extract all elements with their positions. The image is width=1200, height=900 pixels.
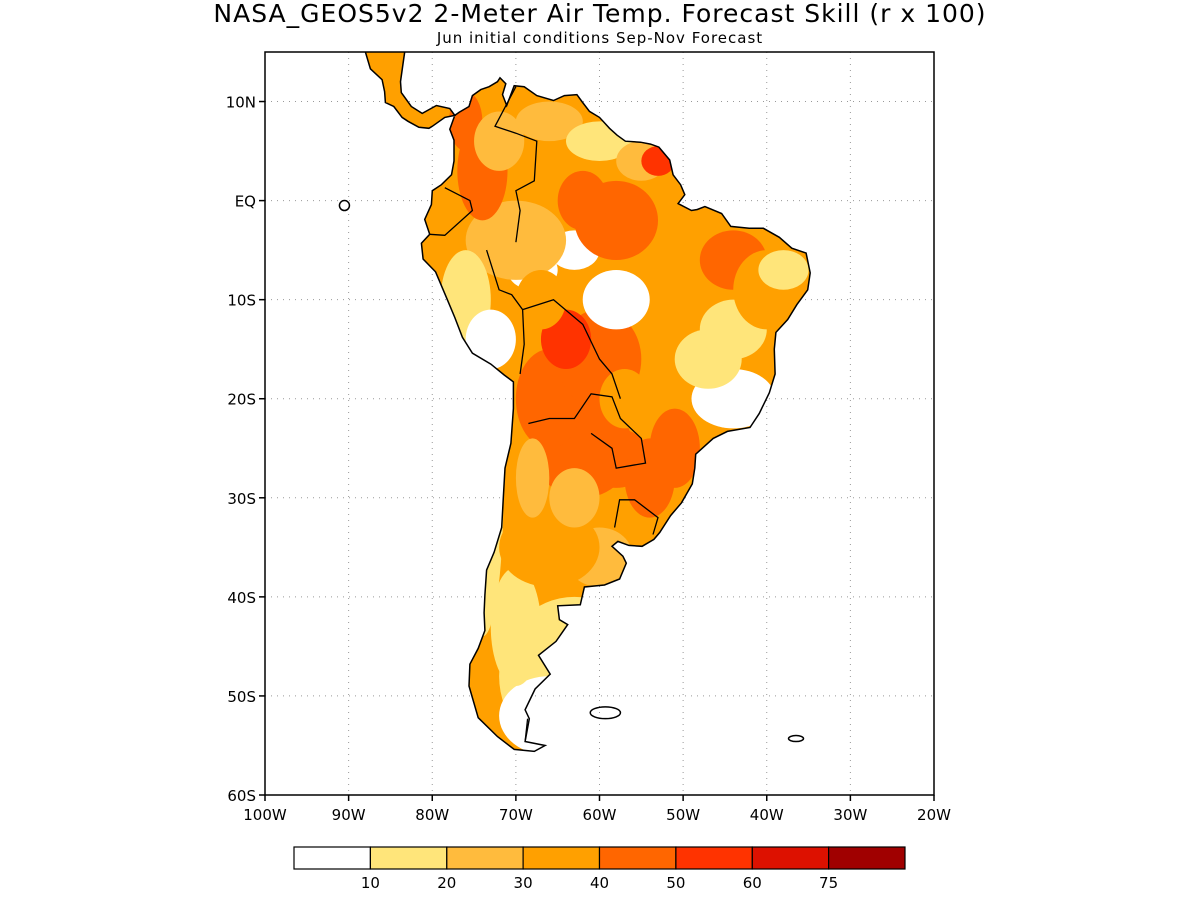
skill-patch	[515, 438, 550, 518]
lon-tick-label: 40W	[750, 806, 784, 824]
lon-tick-label: 60W	[583, 806, 617, 824]
lat-tick-label: 60S	[227, 787, 256, 805]
lat-tick-label: 10N	[226, 94, 256, 112]
colorbar-swatch	[598, 846, 677, 870]
colorbar-swatch	[751, 846, 830, 870]
colorbar-label: 60	[743, 874, 762, 892]
skill-patch	[465, 309, 516, 369]
colorbar-label: 30	[514, 874, 533, 892]
country-border	[522, 298, 622, 399]
colorbar: 10 20 30 40 50 60 75	[293, 846, 906, 892]
colorbar-swatch	[369, 846, 448, 870]
skill-patch	[499, 676, 600, 752]
latitude-ticks: 10N EQ 10S 20S 30S 40S 50S 60S	[226, 94, 265, 805]
map-title: NASA_GEOS5v2 2-Meter Air Temp. Forecast …	[213, 0, 987, 28]
lat-tick-label: 40S	[227, 589, 256, 607]
coastline	[364, 52, 811, 753]
colorbar-swatch	[446, 846, 524, 870]
skill-patch	[758, 250, 809, 290]
lon-tick-label: 20W	[917, 806, 951, 824]
colorbar-label: 40	[590, 874, 609, 892]
skill-patch	[649, 408, 700, 488]
skill-patch	[549, 468, 600, 528]
coastlines	[338, 52, 811, 753]
skill-patch	[515, 101, 583, 142]
colorbar-label: 75	[819, 874, 838, 892]
map-subtitle: Jun initial conditions Sep-Nov Forecast	[436, 29, 764, 47]
country-border	[613, 499, 659, 535]
lon-tick-label: 70W	[499, 806, 533, 824]
skill-patch	[599, 369, 650, 429]
skill-patch	[515, 269, 567, 330]
country-border	[485, 249, 525, 375]
skill-patch	[461, 359, 504, 637]
country-border	[429, 187, 474, 236]
colorbar-label: 50	[666, 874, 685, 892]
lon-tick-label: 100W	[243, 806, 287, 824]
colorbar-swatch	[293, 846, 372, 870]
skill-patch	[474, 111, 525, 171]
skill-patch	[490, 567, 541, 686]
colorbar-label: 10	[361, 874, 380, 892]
island	[589, 706, 622, 720]
skill-patch	[499, 507, 600, 587]
country-border	[524, 718, 529, 742]
country-border	[528, 393, 647, 469]
lat-tick-label: 10S	[227, 292, 256, 310]
skill-patch	[557, 170, 608, 231]
lon-tick-label: 80W	[415, 806, 449, 824]
lat-tick-label: 30S	[227, 490, 256, 508]
skill-field	[365, 52, 811, 752]
lon-tick-label: 90W	[332, 806, 366, 824]
lat-tick-label: EQ	[235, 193, 256, 211]
colorbar-label: 20	[437, 874, 456, 892]
colorbar-swatch	[522, 846, 601, 870]
lon-tick-label: 50W	[666, 806, 700, 824]
lon-tick-label: 30W	[833, 806, 867, 824]
lat-tick-label: 20S	[227, 391, 256, 409]
country-border	[494, 86, 538, 243]
island	[787, 734, 805, 743]
colorbar-swatch	[675, 846, 753, 870]
skill-patch	[582, 269, 650, 330]
longitude-ticks: 100W 90W 80W 70W 60W 50W 40W 30W 20W	[243, 795, 951, 824]
island	[338, 199, 351, 212]
colorbar-swatch	[827, 846, 906, 870]
lat-tick-label: 50S	[227, 688, 256, 706]
